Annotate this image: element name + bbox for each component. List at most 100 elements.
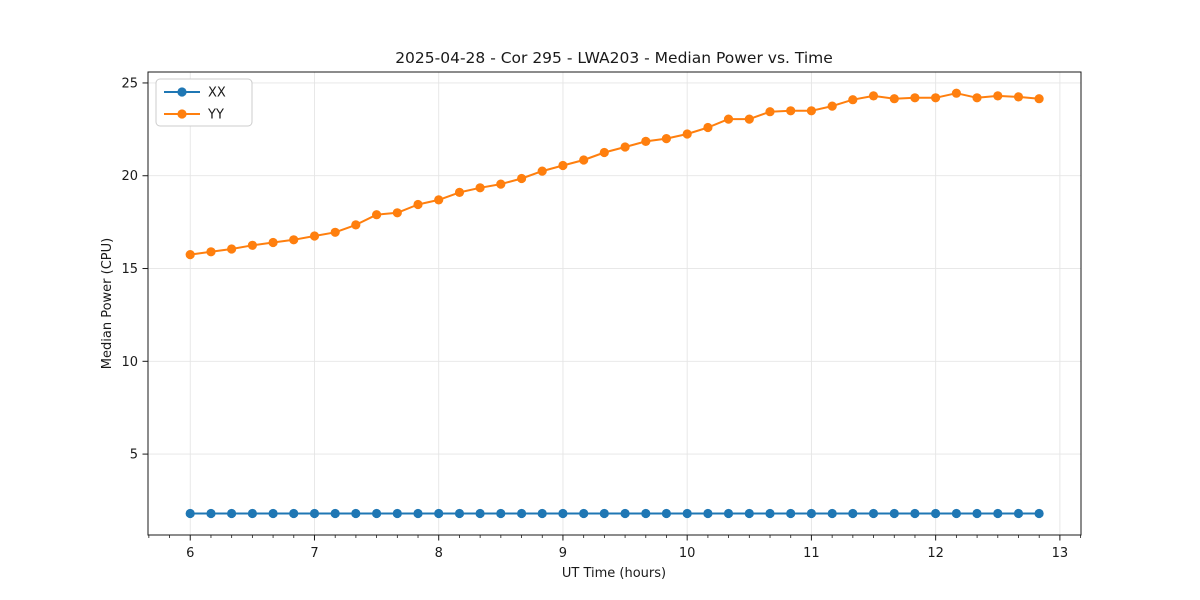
data-point-marker xyxy=(517,508,527,519)
data-point-marker xyxy=(744,114,754,124)
y-tick-label: 5 xyxy=(130,448,138,463)
data-point-marker xyxy=(972,508,982,519)
data-point-marker xyxy=(889,508,899,519)
legend-entry-label: YY xyxy=(207,108,224,123)
data-point-marker xyxy=(848,95,858,105)
data-point-marker xyxy=(682,508,692,519)
data-point-marker xyxy=(661,134,672,144)
plot-border xyxy=(147,71,1082,536)
data-point-marker xyxy=(454,508,465,519)
data-point-marker xyxy=(579,155,589,165)
data-point-marker xyxy=(579,508,589,519)
data-point-marker xyxy=(330,227,340,237)
data-point-marker xyxy=(330,508,340,519)
data-point-marker xyxy=(620,142,630,152)
data-point-marker xyxy=(351,508,361,519)
series-YY xyxy=(185,88,1044,260)
data-point-marker xyxy=(786,508,796,519)
legend-marker-swatch xyxy=(177,109,187,119)
data-point-marker xyxy=(227,244,237,254)
data-point-marker xyxy=(641,136,651,146)
legend-entry-label: XX xyxy=(208,86,226,101)
x-tick-label: 6 xyxy=(186,546,194,561)
axes-layer: 6 7 8 9 10 11 12 13 5 10 15 20 25 xyxy=(121,71,1082,561)
data-point-marker xyxy=(351,220,361,230)
legend: XX YY xyxy=(155,78,253,127)
chart-title: 2025-04-28 - Cor 295 - LWA203 - Median P… xyxy=(395,49,833,67)
legend-box-group: XX YY xyxy=(155,78,253,127)
data-point-marker xyxy=(372,210,382,220)
data-point-marker xyxy=(723,508,734,519)
data-point-marker xyxy=(868,508,879,519)
data-point-marker xyxy=(703,508,713,519)
x-tick-label: 13 xyxy=(1052,546,1069,561)
data-point-marker xyxy=(786,106,796,116)
data-point-marker xyxy=(537,166,547,176)
data-point-marker xyxy=(993,91,1003,101)
data-point-marker xyxy=(951,88,962,98)
data-point-marker xyxy=(806,106,817,116)
data-point-marker xyxy=(517,173,527,184)
y-tick-label: 20 xyxy=(121,169,138,184)
x-tick-label: 7 xyxy=(310,546,318,561)
data-point-marker xyxy=(475,183,485,193)
data-point-marker xyxy=(682,129,692,139)
data-point-marker xyxy=(185,250,195,260)
data-point-marker xyxy=(661,508,672,519)
data-point-marker xyxy=(413,199,423,210)
y-tick-label: 15 xyxy=(121,262,138,277)
data-point-marker xyxy=(537,508,547,519)
data-point-marker xyxy=(558,508,568,519)
data-point-marker xyxy=(454,187,465,197)
x-tick-label: 11 xyxy=(803,546,820,561)
data-point-marker xyxy=(289,508,299,519)
data-point-marker xyxy=(827,508,837,519)
data-point-marker xyxy=(931,508,941,519)
data-point-marker xyxy=(1013,508,1024,519)
data-point-marker xyxy=(848,508,858,519)
data-point-marker xyxy=(1034,508,1044,519)
y-tick-label: 10 xyxy=(121,355,138,370)
data-point-marker xyxy=(765,107,775,117)
plot-area xyxy=(148,72,1081,535)
series-XX xyxy=(185,508,1044,519)
data-point-marker xyxy=(268,508,278,519)
data-point-marker xyxy=(765,508,775,519)
data-point-marker xyxy=(703,122,713,133)
data-point-marker xyxy=(723,114,734,124)
data-point-marker xyxy=(392,208,402,218)
x-tick-label: 9 xyxy=(559,546,567,561)
x-tick-label: 10 xyxy=(679,546,696,561)
data-point-marker xyxy=(827,101,837,111)
data-point-marker xyxy=(247,508,257,519)
data-point-marker xyxy=(806,508,817,519)
data-point-marker xyxy=(910,508,920,519)
data-point-marker xyxy=(620,508,630,519)
data-point-marker xyxy=(641,508,651,519)
x-axis-label: UT Time (hours) xyxy=(562,566,666,581)
y-axis-label: Median Power (CPU) xyxy=(100,238,115,369)
data-point-marker xyxy=(309,508,320,519)
data-point-marker xyxy=(206,247,216,257)
data-point-marker xyxy=(1013,92,1024,102)
data-point-marker xyxy=(392,508,402,519)
data-point-marker xyxy=(247,240,257,250)
data-point-marker xyxy=(475,508,485,519)
data-point-marker xyxy=(268,237,278,248)
data-point-marker xyxy=(434,508,444,519)
data-point-marker xyxy=(413,508,423,519)
data-point-marker xyxy=(558,160,568,171)
data-point-marker xyxy=(309,231,320,241)
data-point-marker xyxy=(931,93,941,103)
data-point-marker xyxy=(372,508,382,519)
data-point-marker xyxy=(227,508,237,519)
legend-marker-swatch xyxy=(177,87,187,97)
data-point-marker xyxy=(496,508,506,519)
grid-layer xyxy=(148,72,1081,535)
data-point-marker xyxy=(289,235,299,245)
series-layer xyxy=(185,88,1044,519)
legend-frame xyxy=(155,78,253,127)
data-point-marker xyxy=(993,508,1003,519)
